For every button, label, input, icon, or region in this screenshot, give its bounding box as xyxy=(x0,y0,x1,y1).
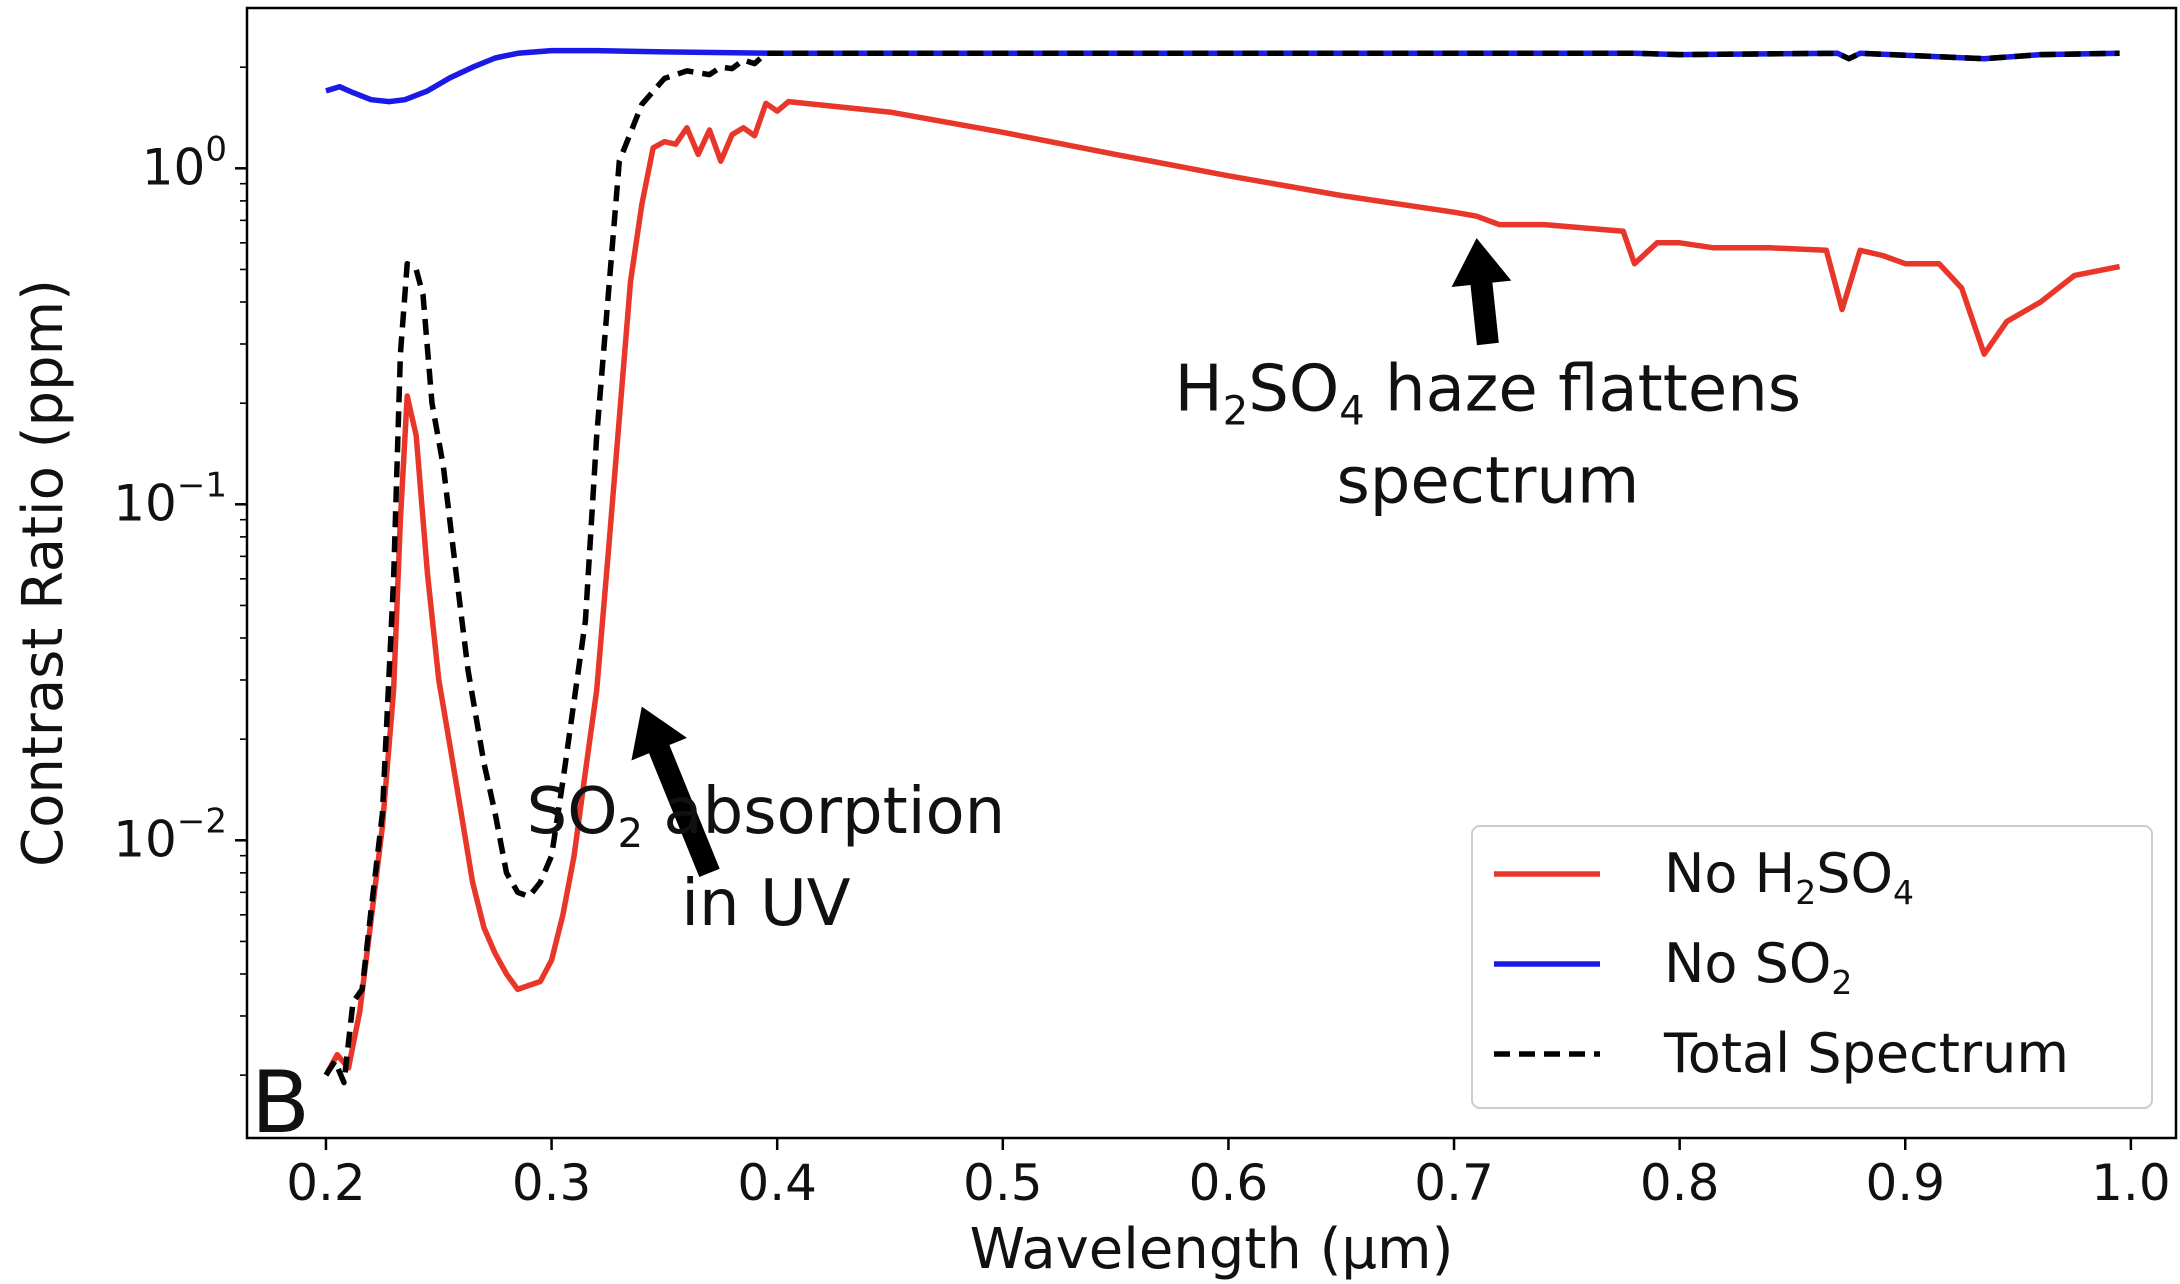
y-tick-label: 100 xyxy=(142,129,227,196)
y-tick-base: 10 xyxy=(113,810,177,868)
x-tick-label: 1.0 xyxy=(2091,1154,2171,1212)
series-line-no-h2so4 xyxy=(323,98,2121,1077)
legend-box xyxy=(1471,825,2153,1109)
y-tick-label: 10−2 xyxy=(113,801,227,868)
legend: No H2SO4 No SO2 Total Spectrum xyxy=(1471,825,2153,1109)
y-tick-label: 10−1 xyxy=(113,465,227,532)
y-tick-exponent: 0 xyxy=(205,129,227,169)
x-tick-label: 0.7 xyxy=(1414,1154,1494,1212)
series-line-total-spectrum xyxy=(323,50,2120,1086)
x-tick-label: 0.4 xyxy=(737,1154,817,1212)
x-tick-label: 0.9 xyxy=(1865,1154,1945,1212)
plot-frame xyxy=(245,6,2178,1140)
legend-label: No H2SO4 xyxy=(1664,842,1914,912)
series-layer xyxy=(323,47,2121,1086)
annotation-arrow xyxy=(1451,238,1512,346)
y-tick-base: 10 xyxy=(113,474,177,532)
y-axis-label: Contrast Ratio (ppm) xyxy=(11,279,76,867)
x-tick-label: 0.8 xyxy=(1640,1154,1720,1212)
y-tick-base: 10 xyxy=(142,138,206,196)
annotation-line-1: SO2 absorption xyxy=(527,775,1006,857)
annotation-line-2: in UV xyxy=(681,867,851,941)
annotations-layer: SO2 absorption in UV H2SO4 haze flattens sp… xyxy=(527,238,1801,941)
y-tick-exponent: −2 xyxy=(177,801,227,841)
x-axis-label: Wavelength (μm) xyxy=(970,1217,1454,1282)
legend-label: Total Spectrum xyxy=(1663,1022,2069,1085)
legend-label: No SO2 xyxy=(1664,932,1852,1002)
annotation-line-2: spectrum xyxy=(1336,445,1639,519)
x-tick-label: 0.6 xyxy=(1189,1154,1269,1212)
x-tick-label: 0.5 xyxy=(963,1154,1043,1212)
x-tick-label: 0.2 xyxy=(286,1154,366,1212)
x-tick-label: 0.3 xyxy=(512,1154,592,1212)
panel-letter: B xyxy=(251,1053,310,1153)
y-tick-exponent: −1 xyxy=(177,465,227,505)
annotation-arrow xyxy=(631,706,720,877)
annotation-line-1: H2SO4 haze flattens xyxy=(1175,353,1801,435)
